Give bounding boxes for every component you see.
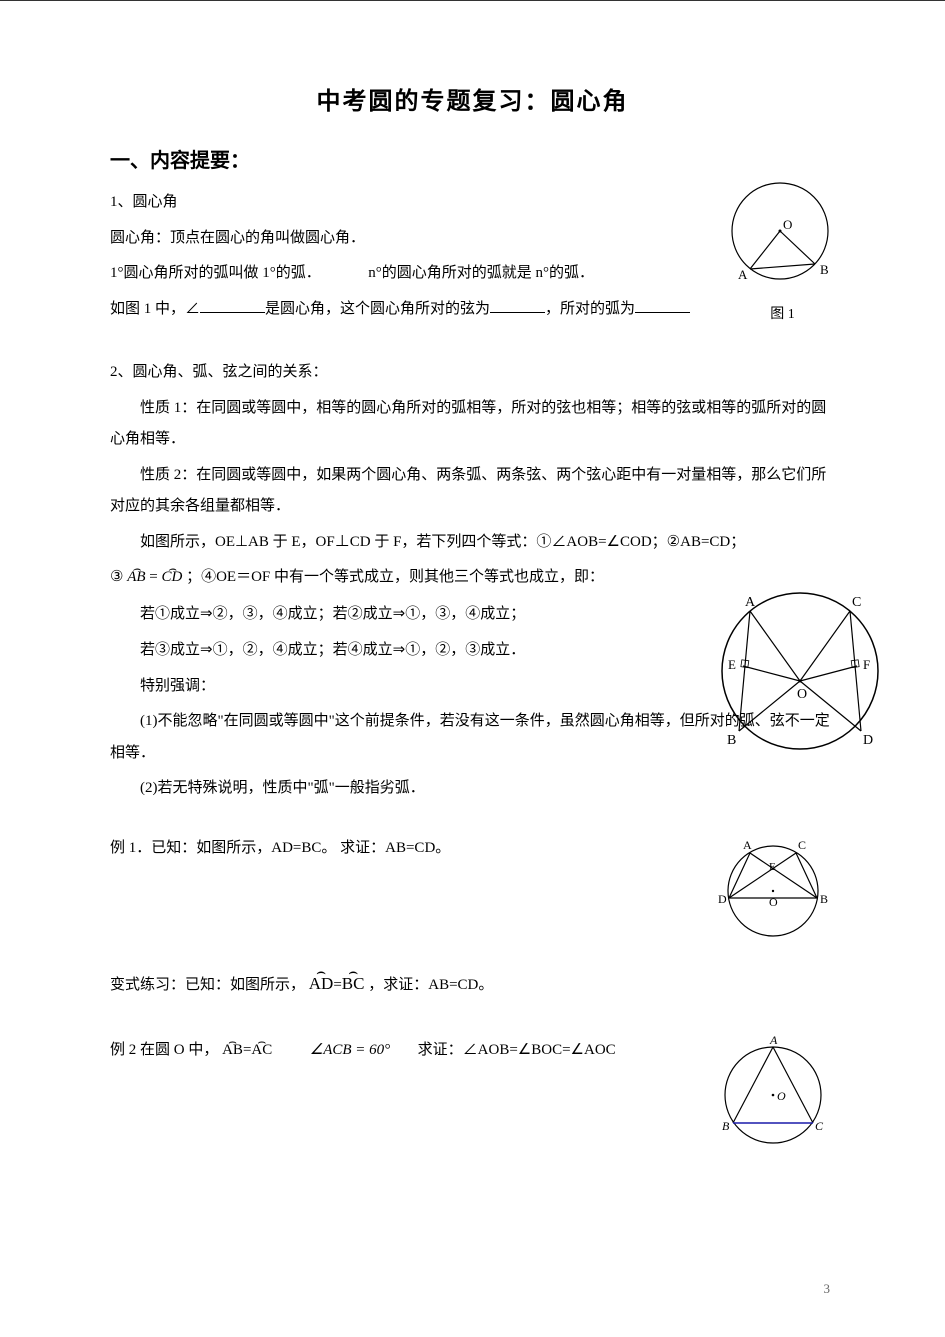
page-number: 3 (824, 1281, 831, 1297)
given-line: 如图所示，OE⊥AB 于 E，OF⊥CD 于 F，若下列四个等式：①∠AOB=∠… (110, 527, 835, 559)
section-heading: 一、内容提要： (110, 144, 835, 173)
figure-4: A B C O (715, 1035, 835, 1160)
figure-3: A C D B E O (715, 833, 835, 948)
circle-diagram-1: O A B (720, 181, 845, 296)
figure-1-label: 图 1 (720, 303, 845, 323)
svg-text:O: O (777, 1089, 786, 1103)
svg-text:E: E (769, 861, 776, 873)
svg-text:E: E (728, 657, 736, 672)
example-1-row: 例 1．已知：如图所示，AD=BC。 求证：AB=CD。 A C D B E O (110, 833, 835, 948)
example-1: 例 1．已知：如图所示，AD=BC。 求证：AB=CD。 (110, 833, 715, 865)
example-2: 例 2 在圆 O 中， AB=AC ∠ACB = 60° 求证：∠AOB=∠BO… (110, 1035, 715, 1067)
label-A: A (738, 267, 748, 282)
sub2-num: 2、圆心角、弧、弦之间的关系： (110, 357, 835, 389)
blank-2 (490, 298, 545, 313)
svg-text:C: C (798, 838, 806, 852)
svg-text:D: D (863, 733, 873, 748)
svg-text:B: B (722, 1119, 730, 1133)
fill-mid1: 是圆心角，这个圆心角所对的弦为 (265, 301, 490, 317)
svg-text:C: C (815, 1119, 824, 1133)
label-B: B (820, 262, 829, 277)
svg-text:O: O (769, 895, 778, 909)
svg-text:A: A (769, 1035, 778, 1047)
svg-text:D: D (718, 892, 727, 906)
prop1: 性质 1：在同圆或等圆中，相等的圆心角所对的弧相等，所对的弦也相等；相等的弦或相… (110, 393, 835, 456)
page: 中考圆的专题复习：圆心角 一、内容提要： O A B 图 1 1、圆心角 圆心角… (0, 0, 945, 1337)
blank-1 (200, 298, 265, 313)
variant-exercise: 变式练习：已知：如图所示， AD=BC ，求证：AB=CD。 (110, 966, 835, 1002)
label-O: O (783, 217, 792, 232)
svg-text:B: B (727, 733, 736, 748)
arc-ndeg: n°的圆心角所对的弧就是 n°的弧． (368, 265, 594, 281)
prop2: 性质 2：在同圆或等圆中，如果两个圆心角、两条弧、两条弦、两个弦心距中有一对量相… (110, 460, 835, 523)
circle-diagram-2: A C B D E F O (715, 586, 890, 761)
svg-text:A: A (745, 595, 756, 610)
arc-1deg: 1°圆心角所对的弧叫做 1°的弧． (110, 265, 321, 281)
example-2-row: 例 2 在圆 O 中， AB=AC ∠ACB = 60° 求证：∠AOB=∠BO… (110, 1035, 835, 1160)
fill-pre: 如图 1 中，∠ (110, 301, 200, 317)
svg-text:F: F (863, 657, 870, 672)
svg-text:C: C (852, 595, 861, 610)
svg-text:A: A (743, 838, 752, 852)
note2: (2)若无特殊说明，性质中"弧"一般指劣弧． (110, 773, 835, 805)
document-title: 中考圆的专题复习：圆心角 (110, 81, 835, 116)
svg-text:B: B (820, 892, 828, 906)
svg-text:O: O (797, 687, 807, 702)
fill-mid2: ，所对的弧为 (545, 301, 635, 317)
figure-1: O A B 图 1 (720, 181, 845, 323)
figure-2: A C B D E F O (715, 586, 890, 766)
blank-3 (635, 298, 690, 313)
